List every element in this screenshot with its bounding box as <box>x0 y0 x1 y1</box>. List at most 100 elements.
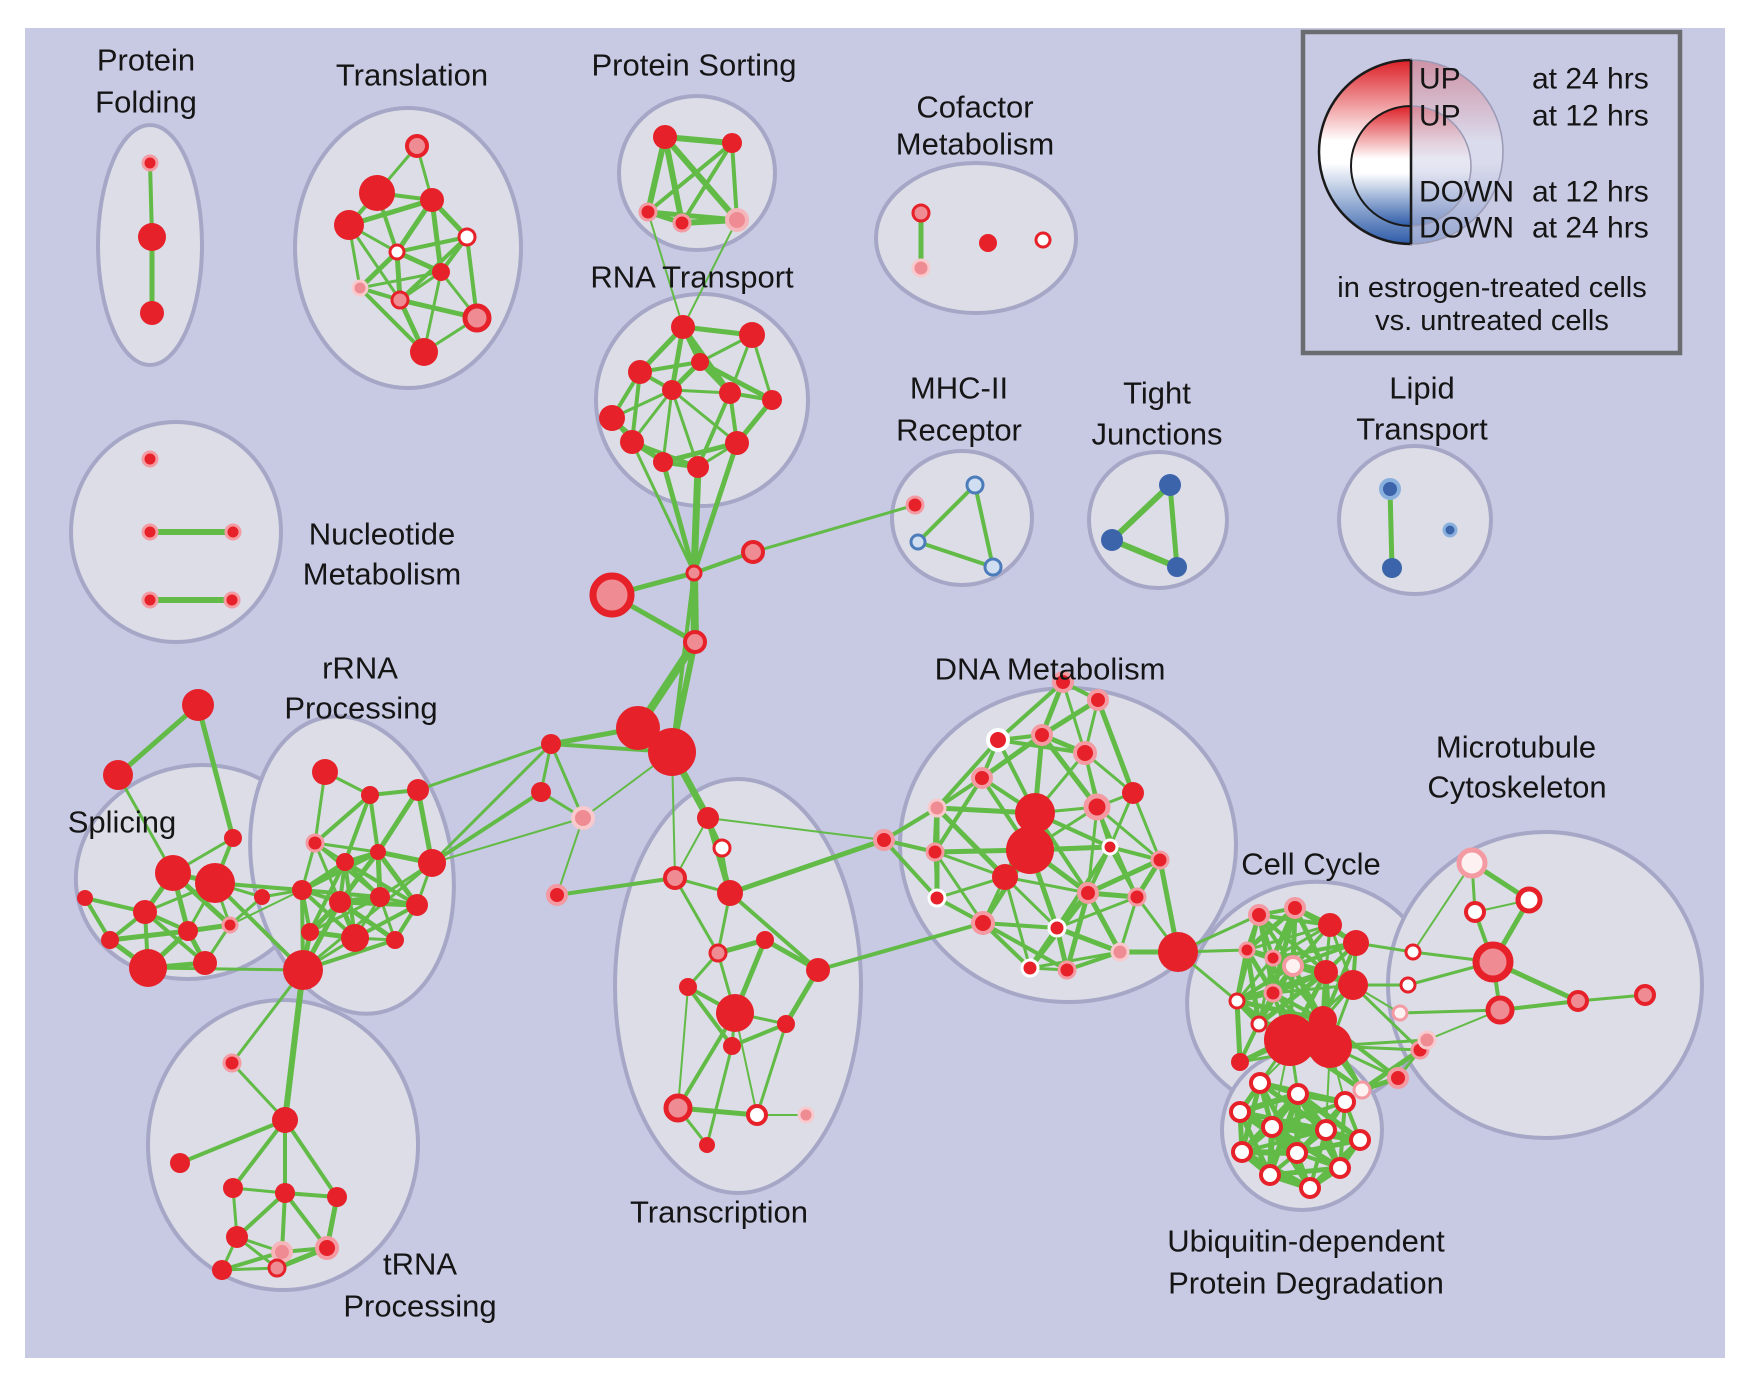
network-node-pinkRingRed <box>141 523 159 541</box>
network-node-solid <box>359 175 395 211</box>
network-node-redRingPink <box>1634 984 1656 1006</box>
network-node-pinkRingRed <box>672 213 692 233</box>
network-edge <box>691 440 740 576</box>
network-node-solid <box>691 353 709 371</box>
network-node-solid <box>653 452 673 472</box>
network-node-solid <box>679 978 697 996</box>
network-node-solid <box>292 880 312 900</box>
network-edge <box>933 850 985 925</box>
network-node-solid <box>662 380 682 400</box>
network-node-redRingWhite <box>746 1104 768 1126</box>
network-edge <box>282 967 306 1123</box>
network-node-redRingPink <box>405 134 429 158</box>
network-node-solid <box>541 734 561 754</box>
legend-box: UP at 24 hrs UP at 12 hrs DOWN at 12 hrs… <box>1300 29 1683 356</box>
network-edge <box>195 702 236 841</box>
network-edge <box>979 732 1045 781</box>
network-edge <box>1003 875 1090 895</box>
network-edge <box>677 986 689 1109</box>
cluster-label-rna-transport: RNA Transport <box>590 260 794 295</box>
network-node-pinkRingRed <box>141 154 159 172</box>
network-edge <box>299 849 381 893</box>
network-edge <box>1003 875 1032 970</box>
network-edge <box>1039 697 1101 738</box>
network-node-redRingPink <box>390 290 410 310</box>
network-node-solid <box>195 863 235 903</box>
network-node-redRingPink <box>663 1093 693 1123</box>
network-node-redRingPink <box>462 303 492 333</box>
network-node-solid <box>370 887 390 907</box>
network-node-solid <box>407 779 429 801</box>
network-edge <box>662 134 740 223</box>
network-edge <box>301 861 434 972</box>
network-node-pinkRingWhite <box>1456 847 1488 879</box>
network-node-solid <box>140 301 164 325</box>
network-node-redRingWhite <box>1515 886 1543 914</box>
cluster-label-nucleotide-metabolism: Metabolism <box>303 557 462 592</box>
network-node-solid <box>620 430 644 454</box>
network-node-solid <box>992 864 1018 890</box>
legend-up-24-label: UP <box>1419 63 1461 96</box>
legend-caption-line1: in estrogen-treated cells <box>1337 272 1647 304</box>
network-edge <box>1240 1128 1328 1154</box>
cluster-label-tight-junctions: Tight <box>1123 376 1191 411</box>
network-node-solid <box>762 390 782 410</box>
network-node-solid <box>648 728 696 776</box>
cluster-label-cell-cycle: Cell Cycle <box>1241 847 1381 882</box>
network-node-blueSolid <box>1382 558 1402 578</box>
network-edge <box>647 211 684 328</box>
network-edge <box>555 876 677 897</box>
network-node-solid <box>155 855 191 891</box>
network-node-solid <box>599 405 625 431</box>
network-edge <box>1064 890 1091 973</box>
network-node-pinkRingRed <box>925 842 945 862</box>
network-edge <box>1028 950 1122 970</box>
network-edge <box>313 841 380 854</box>
network-edge <box>1085 890 1123 955</box>
network-node-pinkRingRed <box>141 591 159 609</box>
network-edge <box>116 773 175 875</box>
network-node-pinkRingPink <box>571 806 595 830</box>
network-node-whiteRingRed <box>986 728 1010 752</box>
network-edge <box>1271 941 1358 960</box>
network-edge <box>1234 998 1243 1065</box>
network-edge <box>143 910 207 965</box>
network-node-pinkRingRed <box>224 523 242 541</box>
network-edge <box>313 793 372 845</box>
network-node-redRingWhite <box>457 227 477 247</box>
network-edge <box>682 219 738 328</box>
network-edge <box>686 985 734 1048</box>
network-node-redRingWhite <box>1334 1091 1356 1113</box>
network-node-pinkRingPink <box>911 258 931 278</box>
network-node-solid <box>193 951 217 975</box>
network-node-pinkRingRed <box>315 1236 339 1260</box>
network-edge <box>549 742 585 820</box>
legend-down-12-label: DOWN <box>1419 176 1514 209</box>
network-node-redRingWhite <box>1229 1101 1251 1123</box>
network-edge <box>1244 947 1262 1027</box>
network-node-pinkRingRed <box>873 829 895 851</box>
network-edge <box>882 838 939 900</box>
network-node-redRingPink <box>663 866 687 890</box>
network-node-solid <box>725 431 749 455</box>
network-edge <box>751 503 917 554</box>
network-node-solid <box>103 760 133 790</box>
network-edge <box>645 134 668 215</box>
network-node-pinkRingRed <box>1083 793 1111 821</box>
network-node-pinkRingRed <box>1263 983 1283 1003</box>
network-node-solid <box>341 924 369 952</box>
network-node-redRingWhite <box>1315 1119 1337 1141</box>
network-node-pinkRingRed <box>1057 960 1077 980</box>
network-node-pinkRingRed <box>905 495 925 515</box>
network-edge <box>1412 862 1473 953</box>
network-node-solid <box>1006 826 1054 874</box>
network-node-solid <box>671 315 695 339</box>
network-node-pinkRingPink <box>1110 942 1130 962</box>
network-node-redRingWhite <box>1261 1116 1283 1138</box>
network-node-solid <box>133 900 157 924</box>
network-node-solid <box>334 210 364 240</box>
network-edge <box>696 391 732 469</box>
network-edge <box>213 881 305 972</box>
network-node-solid <box>410 338 438 366</box>
